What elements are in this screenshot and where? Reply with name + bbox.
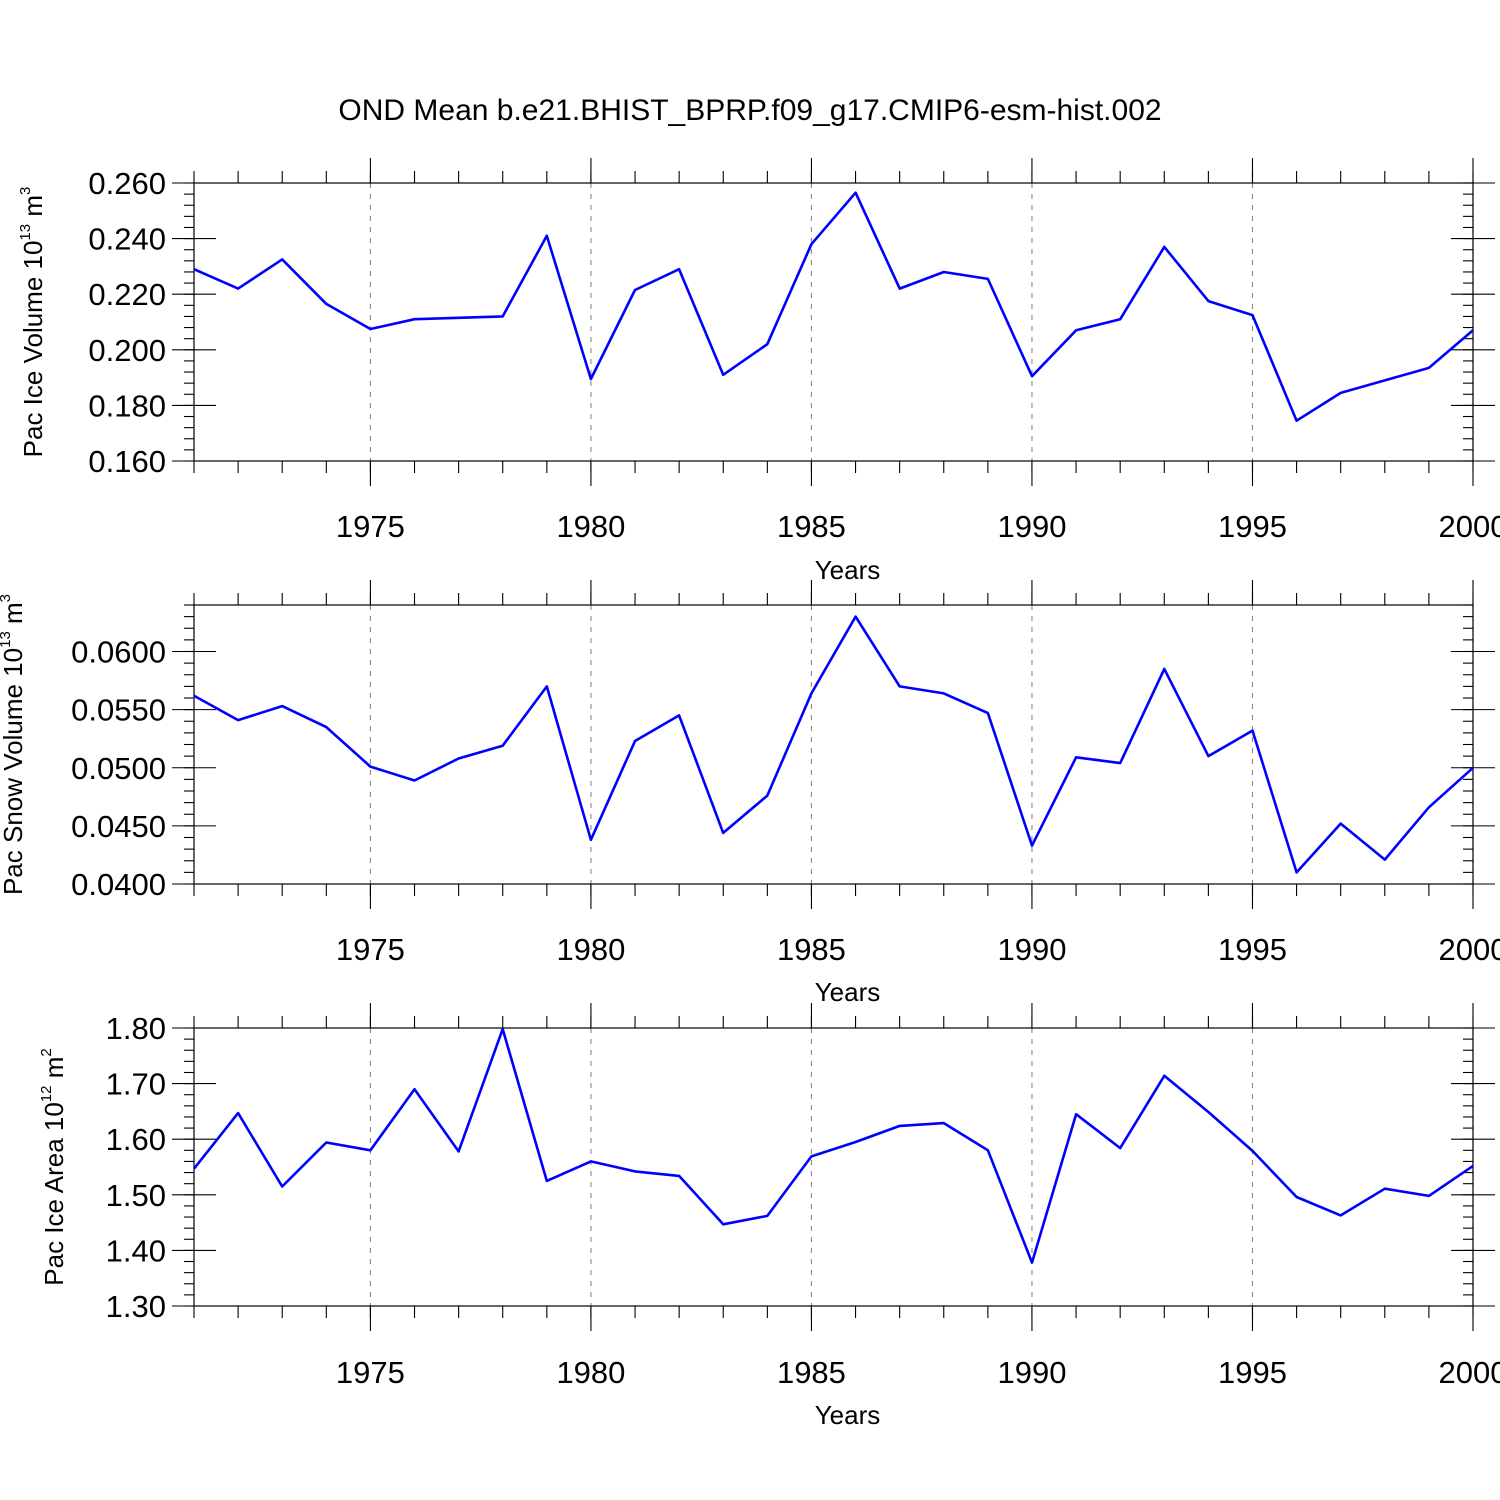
y-axis-title-superscript: 2 (38, 1048, 55, 1056)
panel-2: 1975 1980 1985 1990 1995 2000 0.0400 0.0450 0.05… (0, 580, 1500, 1007)
y-tick-label: 0.0600 (71, 635, 166, 670)
y-tick-label: 0.0400 (71, 867, 166, 902)
x-tick-label: 2000 (1439, 509, 1500, 544)
plot-frame (193, 182, 1474, 462)
data-line (193, 615, 1474, 874)
x-tick-label: 1990 (997, 509, 1066, 544)
x-tick-label: 1980 (556, 932, 625, 967)
x-tick-label: 1980 (556, 1355, 625, 1390)
plot-frame (193, 604, 1474, 885)
y-tick-label: 0.160 (88, 444, 166, 479)
y-tick-label: 0.0500 (71, 751, 166, 786)
x-tick-label: 1985 (777, 932, 846, 967)
x-tick-label: 1985 (777, 1355, 846, 1390)
x-tick-label: 1985 (777, 509, 846, 544)
y-axis-title: Pac Ice Volume 1013 m3 (17, 187, 48, 458)
y-axis-title-part: m (39, 1057, 69, 1086)
y-tick-label: 0.200 (88, 333, 166, 368)
x-tick-label: 1975 (336, 1355, 405, 1390)
x-tick-label: 1975 (336, 932, 405, 967)
y-tick-label: 0.0550 (71, 693, 166, 728)
figure-title: OND Mean b.e21.BHIST_BPRP.f09_g17.CMIP6-… (338, 94, 1161, 127)
y-axis-title-part: m (18, 195, 48, 224)
y-tick-label: 1.70 (106, 1067, 166, 1102)
y-tick-label: 1.80 (106, 1011, 166, 1046)
x-axis-title: Years (815, 555, 881, 585)
x-tick-label: 2000 (1439, 932, 1500, 967)
data-line (192, 1027, 1474, 1264)
y-axis-title-superscript: 3 (17, 187, 34, 195)
x-tick-label: 2000 (1439, 1355, 1500, 1390)
x-axis-title: Years (815, 977, 881, 1007)
y-axis-title: Pac Snow Volume 1013 m3 (0, 594, 28, 895)
y-tick-label: 1.50 (106, 1178, 166, 1213)
y-tick-label: 0.260 (88, 166, 166, 201)
y-tick-label: 1.30 (106, 1289, 166, 1324)
y-axis-title-part: m (0, 602, 28, 631)
y-axis-title-part: Pac Snow Volume 10 (0, 648, 28, 895)
x-tick-label: 1990 (997, 932, 1066, 967)
y-tick-label: 0.240 (88, 222, 166, 257)
y-tick-label: 0.220 (88, 277, 166, 312)
x-tick-label: 1995 (1218, 932, 1287, 967)
y-axis-title-superscript: 13 (0, 631, 14, 648)
x-tick-label: 1990 (997, 1355, 1066, 1390)
y-axis-title-superscript: 13 (17, 224, 34, 241)
y-axis-title-superscript: 12 (38, 1085, 55, 1102)
panel-3: 1975 1980 1985 1990 1995 2000 1.30 1.40 1.50 1.60… (38, 1003, 1500, 1430)
y-axis-title: Pac Ice Area 1012 m2 (38, 1048, 69, 1285)
x-axis-title: Years (815, 1400, 881, 1430)
x-tick-label: 1995 (1218, 509, 1287, 544)
y-axis-title-part: Pac Ice Area 10 (39, 1102, 69, 1286)
y-tick-label: 1.60 (106, 1122, 166, 1157)
y-axis-title-superscript: 3 (0, 594, 14, 602)
x-tick-label: 1995 (1218, 1355, 1287, 1390)
x-tick-label: 1975 (336, 509, 405, 544)
y-tick-label: 0.180 (88, 388, 166, 423)
panels: 1975 1980 1985 1990 1995 2000 0.160 0.180 0.200 0… (0, 158, 1500, 1430)
x-tick-label: 1980 (556, 509, 625, 544)
data-line (193, 191, 1474, 423)
y-tick-label: 0.0450 (71, 809, 166, 844)
y-tick-label: 1.40 (106, 1233, 166, 1268)
panel-1: 1975 1980 1985 1990 1995 2000 0.160 0.180 0.200 0… (17, 158, 1500, 585)
y-axis-title-part: Pac Ice Volume 10 (18, 241, 48, 458)
